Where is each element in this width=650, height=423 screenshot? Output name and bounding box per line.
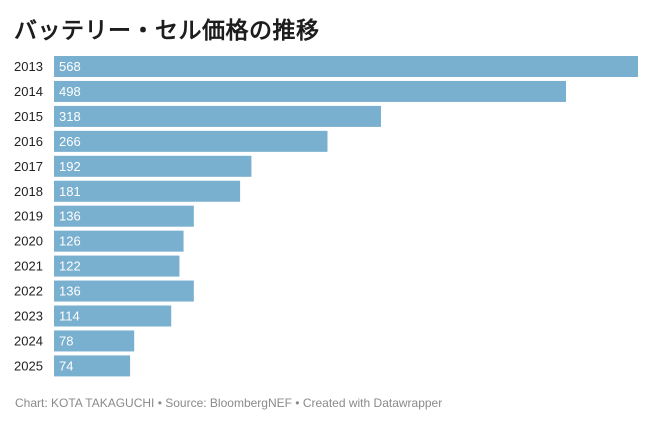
bar — [54, 155, 252, 177]
bar — [54, 305, 172, 327]
category-label: 2023 — [14, 309, 43, 324]
data-label: 192 — [59, 159, 81, 174]
data-label: 136 — [59, 284, 81, 299]
data-label: 568 — [59, 59, 81, 74]
data-label: 74 — [59, 358, 73, 373]
chart-footer: Chart: KOTA TAKAGUCHI • Source: Bloomber… — [15, 396, 443, 410]
bar — [54, 355, 131, 377]
category-label: 2015 — [14, 109, 43, 124]
category-label: 2021 — [14, 259, 43, 274]
category-label: 2017 — [14, 159, 43, 174]
data-label: 181 — [59, 184, 81, 199]
category-label: 2024 — [14, 333, 43, 348]
data-label: 498 — [59, 84, 81, 99]
bar — [54, 280, 194, 302]
category-label: 2016 — [14, 134, 43, 149]
bar — [54, 56, 638, 77]
data-label: 114 — [59, 309, 80, 324]
data-label: 78 — [59, 333, 73, 348]
bar — [54, 230, 184, 252]
bar — [54, 330, 135, 352]
data-label: 266 — [59, 134, 81, 149]
bar — [54, 130, 328, 152]
bar — [54, 80, 567, 102]
data-label: 126 — [59, 234, 81, 249]
bar — [54, 105, 381, 127]
bar — [54, 205, 194, 227]
category-label: 2019 — [14, 209, 43, 224]
category-label: 2018 — [14, 184, 43, 199]
data-label: 318 — [59, 109, 81, 124]
bar — [54, 180, 241, 202]
chart-title: バッテリー・セル価格の推移 — [14, 18, 320, 44]
data-label: 136 — [59, 209, 81, 224]
category-label: 2020 — [14, 234, 43, 249]
data-label: 122 — [59, 259, 81, 274]
bars-group: 2013 568 2014 498 2015 318 2016 266 2017 192 2018 1… — [14, 56, 638, 377]
category-label: 2022 — [14, 284, 43, 299]
category-label: 2014 — [14, 84, 43, 99]
category-label: 2013 — [14, 59, 43, 74]
bar — [54, 255, 180, 277]
category-label: 2025 — [14, 358, 43, 373]
